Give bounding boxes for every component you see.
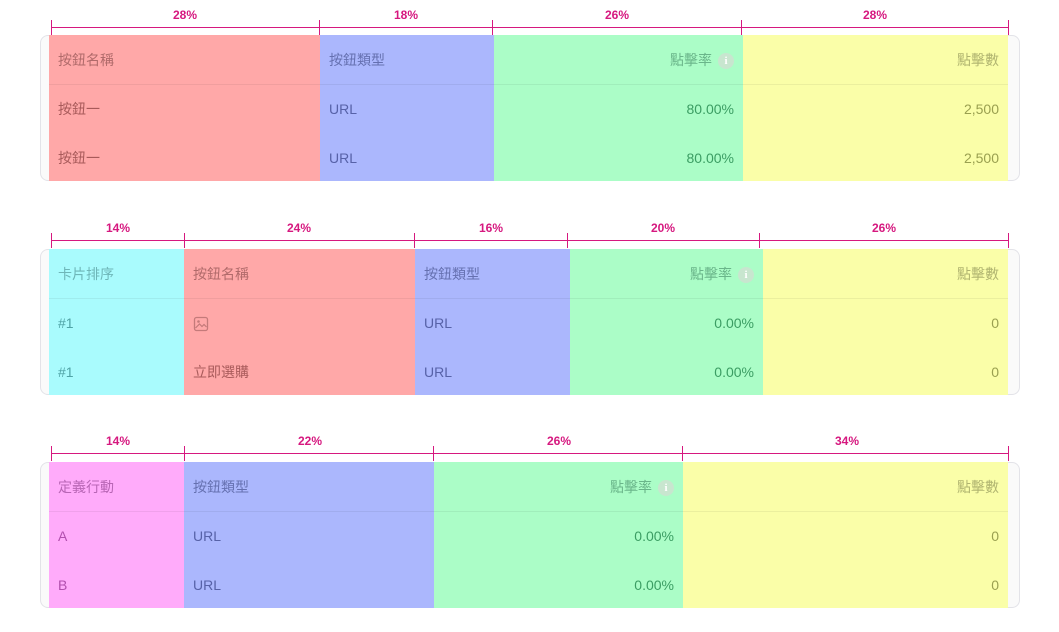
ruler-tick (741, 20, 742, 35)
table-cell: URL (424, 315, 453, 331)
table-cell: URL (193, 577, 222, 593)
width-label: 14% (105, 434, 131, 448)
column-defined-action: 定義行動 A B (49, 462, 184, 608)
data-table: 卡片排序 #1 #1 按鈕名稱 立即選購 按鈕類型 URL URL 點擊率 i (49, 249, 1008, 395)
column-header[interactable]: 點擊率 i (434, 462, 683, 512)
column-button-type: 按鈕類型 URL URL (320, 35, 494, 181)
ruler-line (51, 27, 1009, 28)
column-header[interactable]: 點擊率 i (570, 249, 763, 299)
table-cell: 80.00% (686, 101, 734, 117)
width-label: 28% (862, 8, 888, 22)
ruler-tick (759, 233, 760, 248)
table-cell: #1 (58, 315, 74, 331)
ruler-tick (567, 233, 568, 248)
data-table: 按鈕名稱 按鈕一 按鈕一 按鈕類型 URL URL 點擊率 i 80.00% 80… (49, 35, 1008, 181)
ruler-tick (1008, 233, 1009, 248)
width-label: 26% (871, 221, 897, 235)
column-header[interactable]: 按鈕名稱 (184, 249, 415, 299)
table-cell: URL (193, 528, 222, 544)
table-cell: 0 (991, 315, 999, 331)
table-cell: 0.00% (714, 315, 754, 331)
table-cell: URL (329, 150, 358, 166)
column-click-count: 點擊數 2,500 2,500 (743, 35, 1008, 181)
column-header[interactable]: 按鈕名稱 (49, 35, 320, 85)
width-ruler: 14% 24% 16% 20% 26% (51, 221, 1009, 251)
column-header[interactable]: 按鈕類型 (184, 462, 434, 512)
data-table: 定義行動 A B 按鈕類型 URL URL 點擊率 i 0.00% 0.00% 點… (49, 462, 1008, 608)
column-button-name: 按鈕名稱 立即選購 (184, 249, 415, 395)
ruler-tick (414, 233, 415, 248)
table-cell: A (58, 528, 68, 544)
width-label: 20% (650, 221, 676, 235)
width-label: 22% (297, 434, 323, 448)
table-cell (184, 299, 415, 348)
info-icon[interactable]: i (718, 53, 734, 70)
table-cell: 2,500 (963, 150, 999, 166)
width-ruler: 28% 18% 26% 28% (51, 8, 1009, 38)
header-label: 點擊率 (610, 479, 652, 495)
ruler-tick (51, 233, 52, 248)
ruler-tick (682, 446, 683, 461)
ruler-tick (51, 446, 52, 461)
column-header[interactable]: 按鈕類型 (320, 35, 494, 85)
ruler-tick (184, 446, 185, 461)
table-cell: URL (329, 101, 358, 117)
column-header[interactable]: 點擊數 (683, 462, 1008, 512)
ruler-tick (319, 20, 320, 35)
width-label: 26% (546, 434, 572, 448)
table-cell: B (58, 577, 68, 593)
column-button-name: 按鈕名稱 按鈕一 按鈕一 (49, 35, 320, 181)
width-label: 16% (478, 221, 504, 235)
column-header[interactable]: 卡片排序 (49, 249, 184, 299)
ruler-tick (1008, 446, 1009, 461)
width-label: 24% (286, 221, 312, 235)
table-cell: 按鈕一 (58, 101, 100, 117)
column-header[interactable]: 點擊數 (743, 35, 1008, 85)
table-cell: 0 (991, 364, 999, 380)
width-ruler: 14% 22% 26% 34% (51, 434, 1009, 464)
column-click-rate: 點擊率 i 80.00% 80.00% (494, 35, 743, 181)
column-click-rate: 點擊率 i 0.00% 0.00% (570, 249, 763, 395)
column-button-type: 按鈕類型 URL URL (415, 249, 570, 395)
ruler-tick (1008, 20, 1009, 35)
table-cell: 80.00% (686, 150, 734, 166)
ruler-line (51, 240, 1009, 241)
header-label: 點擊率 (670, 52, 712, 68)
column-card-order: 卡片排序 #1 #1 (49, 249, 184, 395)
column-click-count: 點擊數 0 0 (683, 462, 1008, 608)
ruler-tick (51, 20, 52, 35)
info-icon[interactable]: i (658, 480, 674, 497)
ruler-tick (433, 446, 434, 461)
column-header[interactable]: 點擊率 i (494, 35, 743, 85)
image-placeholder-icon (193, 317, 209, 332)
ruler-tick (492, 20, 493, 35)
table-cell: 2,500 (963, 101, 999, 117)
info-icon[interactable]: i (738, 267, 754, 284)
ruler-line (51, 453, 1009, 454)
width-label: 28% (172, 8, 198, 22)
width-label: 18% (393, 8, 419, 22)
table-cell: 按鈕一 (58, 150, 100, 166)
column-header[interactable]: 按鈕類型 (415, 249, 570, 299)
table-cell: 0.00% (714, 364, 754, 380)
table-cell: 立即選購 (193, 364, 249, 380)
width-label: 34% (834, 434, 860, 448)
column-header[interactable]: 定義行動 (49, 462, 184, 512)
column-click-count: 點擊數 0 0 (763, 249, 1008, 395)
table-cell: URL (424, 364, 453, 380)
table-cell: 0 (991, 528, 999, 544)
column-header[interactable]: 點擊數 (763, 249, 1008, 299)
table-cell: #1 (58, 364, 74, 380)
width-label: 26% (604, 8, 630, 22)
column-button-type: 按鈕類型 URL URL (184, 462, 434, 608)
table-cell: 0.00% (634, 528, 674, 544)
width-label: 14% (105, 221, 131, 235)
column-click-rate: 點擊率 i 0.00% 0.00% (434, 462, 683, 608)
table-cell: 0.00% (634, 577, 674, 593)
header-label: 點擊率 (690, 266, 732, 282)
table-cell: 0 (991, 577, 999, 593)
ruler-tick (184, 233, 185, 248)
